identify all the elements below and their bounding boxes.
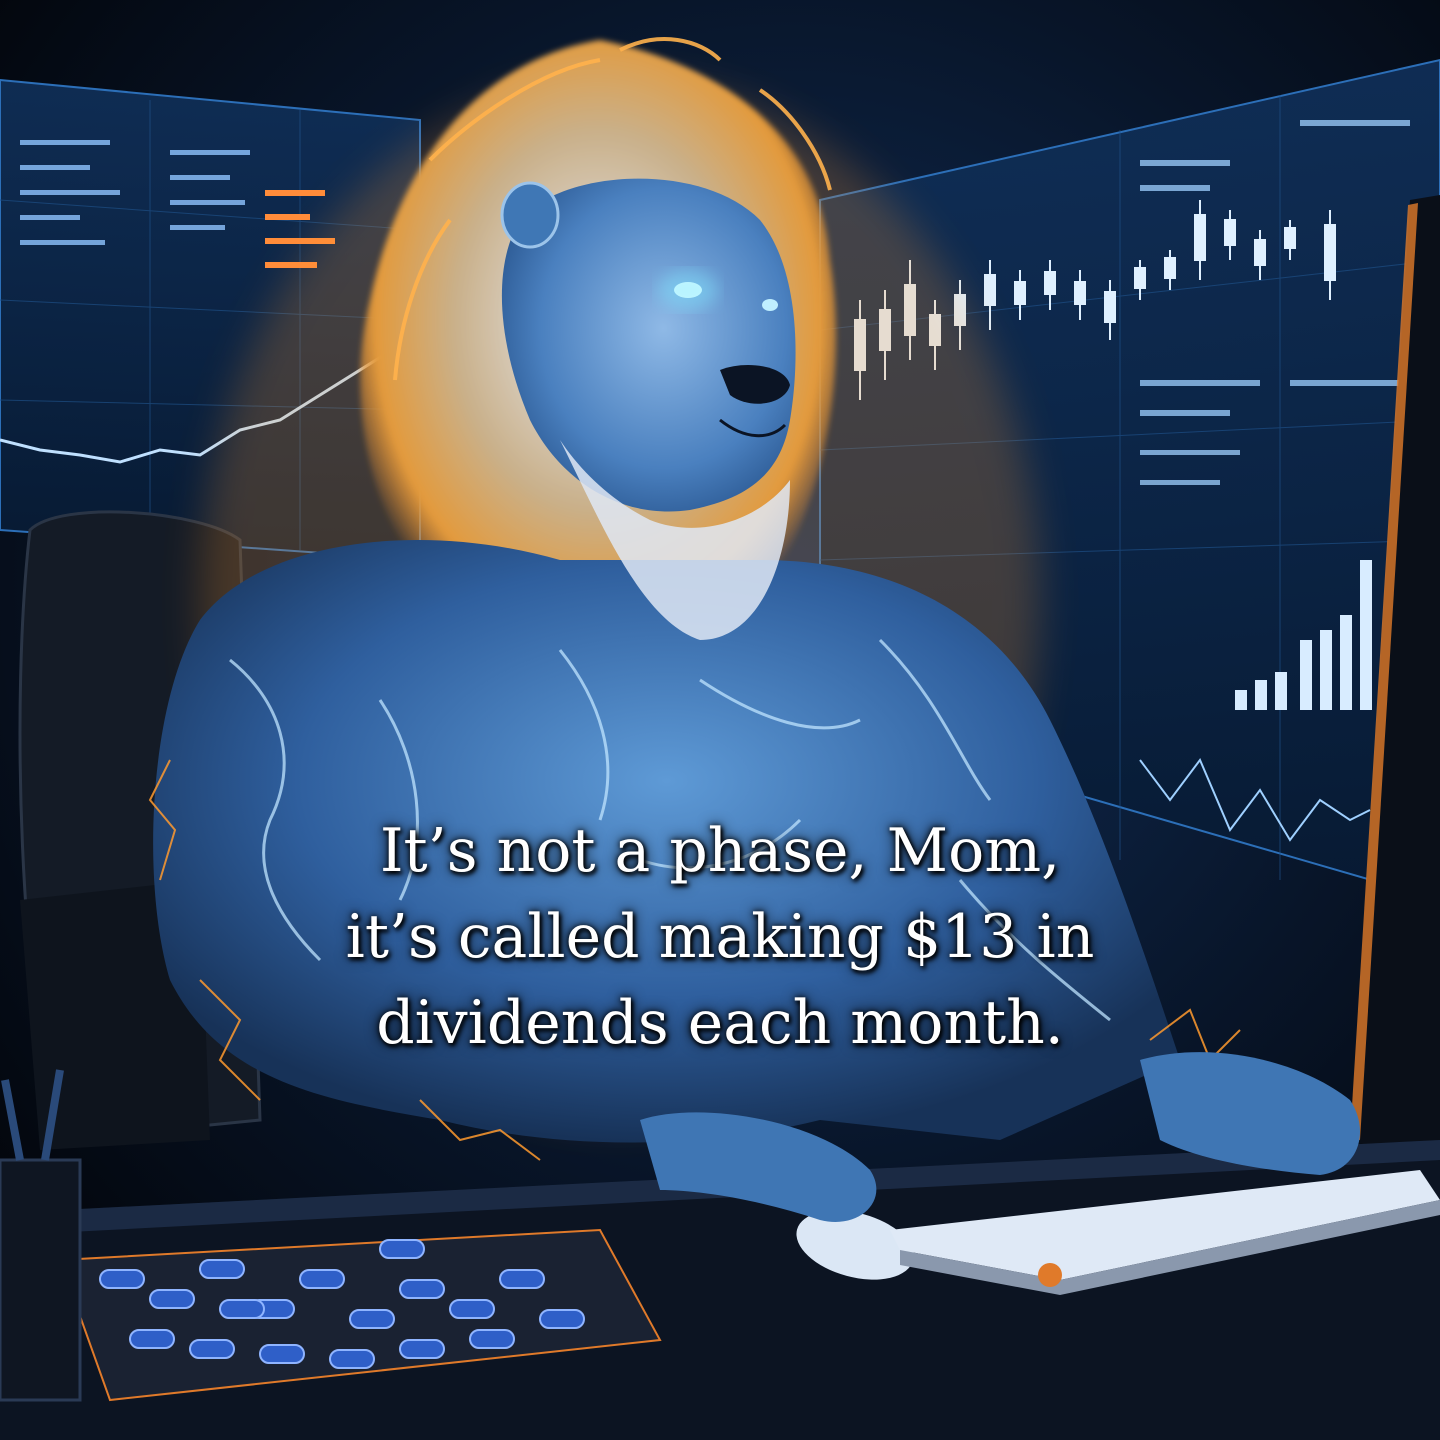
- pen-holder: [0, 1069, 82, 1402]
- lion-head: [500, 178, 796, 640]
- caption-line-1: It’s not a phase, Mom,: [379, 816, 1061, 886]
- lion-body: [148, 540, 1241, 1161]
- keyboard: [890, 1170, 1440, 1295]
- caption-line-3: dividends each month.: [376, 988, 1064, 1058]
- caption-line-2: it’s called making $13 in: [345, 902, 1095, 972]
- front-monitor: [1350, 195, 1440, 1170]
- pill-tray: [58, 1228, 662, 1402]
- computer-mouse: [796, 1210, 914, 1280]
- lion-left-hand: [640, 1112, 877, 1222]
- lion-right-hand: [1140, 1052, 1360, 1175]
- meme-caption: It’s not a phase, Mom, it’s called makin…: [200, 808, 1240, 1066]
